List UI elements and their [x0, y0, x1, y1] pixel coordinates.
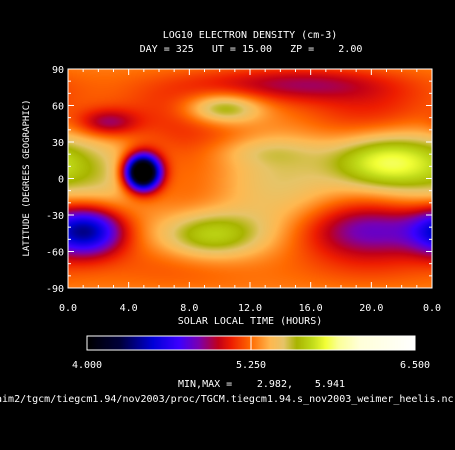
- y-tick-label: 30: [52, 138, 64, 149]
- x-tick-label: 16.0: [299, 303, 323, 314]
- y-tick-label: -90: [46, 284, 64, 295]
- colorbar-tick-label: 4.000: [72, 360, 102, 371]
- colorbar-tick-label: 6.500: [400, 360, 430, 371]
- max-value: 5.941: [315, 379, 345, 390]
- y-tick-label: 90: [52, 65, 64, 76]
- y-tick-label: 0: [58, 175, 64, 186]
- y-tick-label: -30: [46, 211, 64, 222]
- chart-title: LOG10 ELECTRON DENSITY (cm-3): [163, 30, 338, 41]
- chart-subtitle: DAY = 325 UT = 15.00 ZP = 2.00: [140, 44, 363, 55]
- x-tick-label: 12.0: [238, 303, 262, 314]
- x-axis-ticks: 0.0 4.0 8.0 12.0 16.0 20.0 0.0: [59, 69, 441, 314]
- file-path: /aim2/tgcm/tiegcm1.94/nov2003/proc/TGCM.…: [0, 394, 454, 405]
- y-tick-label: 60: [52, 102, 64, 113]
- y-axis-ticks: 90 60 30 0 -30 -60 -90: [46, 65, 432, 295]
- x-tick-label: 4.0: [120, 303, 138, 314]
- heatmap-canvas: [68, 69, 432, 288]
- min-value: 2.982,: [257, 379, 293, 390]
- colorbar-tick-label: 5.250: [236, 360, 266, 371]
- x-tick-label: 0.0: [423, 303, 441, 314]
- y-axis-label: LATITUDE (DEGREES GEOGRAPHIC): [22, 99, 32, 256]
- x-tick-label: 0.0: [59, 303, 77, 314]
- x-axis-label: SOLAR LOCAL TIME (HOURS): [178, 316, 323, 327]
- x-tick-label: 8.0: [180, 303, 198, 314]
- minmax-label: MIN,MAX =: [178, 379, 232, 390]
- x-tick-label: 20.0: [359, 303, 383, 314]
- colorbar-ticks: 4.000 5.250 6.500: [72, 336, 430, 371]
- y-tick-label: -60: [46, 248, 64, 259]
- heatmap-plot-area: [68, 69, 432, 288]
